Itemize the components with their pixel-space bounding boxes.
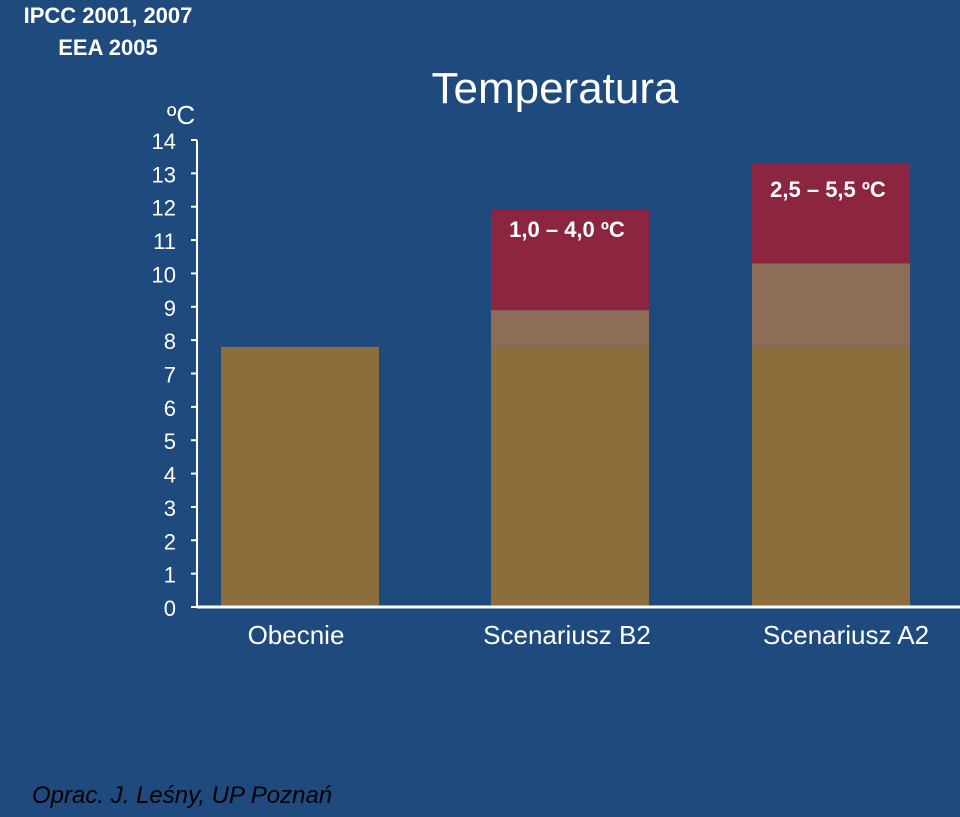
y-tick-label: 13: [152, 162, 176, 187]
y-tick-label: 11: [153, 229, 176, 254]
bar-segment-1: [752, 346, 910, 607]
y-tick-label: 3: [164, 496, 176, 521]
y-tick-label: 12: [152, 196, 176, 221]
author-credit: Oprac. J. Leśny, UP Poznań: [32, 782, 333, 809]
y-tick-label: 2: [164, 529, 176, 554]
y-tick-label: 0: [164, 596, 176, 621]
range-annotation: 1,0 – 4,0 ºC: [509, 217, 625, 242]
bar-segment-2: [491, 310, 649, 347]
source-line-1: IPCC 2001, 2007: [23, 3, 193, 28]
bar-segment-3: [491, 210, 649, 311]
y-tick-label: 6: [164, 396, 176, 421]
chart-title: Temperatura: [431, 64, 679, 113]
x-tick-label: Obecnie: [248, 620, 345, 650]
x-tick-label: Scenariusz B2: [483, 620, 651, 650]
bar-segment-2: [752, 263, 910, 347]
y-tick-label: 7: [164, 363, 176, 388]
bar-segment-1: [221, 346, 379, 607]
y-tick-label: 9: [164, 296, 176, 321]
y-tick-label: 14: [152, 129, 176, 154]
y-tick-label: 5: [164, 429, 176, 454]
bars-group: [221, 163, 910, 607]
bar-segment-1: [491, 346, 649, 607]
y-tick-label: 8: [164, 329, 176, 354]
source-line-2: EEA 2005: [58, 35, 158, 60]
y-tick-label: 1: [164, 563, 176, 588]
y-tick-label: 4: [164, 463, 176, 488]
x-tick-label: Scenariusz A2: [763, 620, 929, 650]
x-axis: Obecnie Scenariusz B2 Scenariusz A2: [197, 605, 960, 650]
y-axis-unit: ºC: [167, 100, 195, 130]
source-note: IPCC 2001, 2007 EEA 2005: [0, 0, 216, 64]
bar-segment-3: [752, 163, 910, 264]
annotations-group: 1,0 – 4,0 ºC 2,5 – 5,5 ºC: [509, 177, 886, 242]
range-annotation: 2,5 – 5,5 ºC: [770, 177, 886, 202]
y-tick-label: 10: [152, 262, 176, 287]
